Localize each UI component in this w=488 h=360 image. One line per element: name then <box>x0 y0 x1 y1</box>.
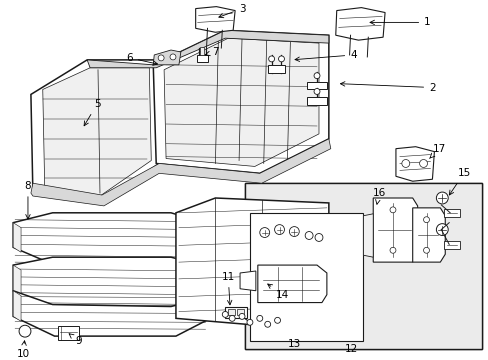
Circle shape <box>19 325 31 337</box>
Circle shape <box>264 321 270 327</box>
Text: 11: 11 <box>221 272 234 305</box>
Polygon shape <box>13 257 210 309</box>
Bar <box>306 97 326 105</box>
Polygon shape <box>164 38 318 166</box>
Circle shape <box>170 54 176 60</box>
Text: 12: 12 <box>344 344 357 354</box>
Text: 17: 17 <box>429 144 445 158</box>
Circle shape <box>239 314 244 319</box>
Circle shape <box>246 319 252 325</box>
Polygon shape <box>31 60 159 203</box>
Circle shape <box>274 225 284 234</box>
Text: 1: 1 <box>369 17 430 27</box>
Circle shape <box>256 315 262 321</box>
Bar <box>306 82 326 90</box>
Polygon shape <box>195 6 235 32</box>
Bar <box>249 213 363 341</box>
Polygon shape <box>395 147 433 181</box>
Text: 8: 8 <box>24 181 31 219</box>
Polygon shape <box>153 50 181 65</box>
Circle shape <box>313 73 319 78</box>
Circle shape <box>278 56 284 62</box>
Text: 14: 14 <box>267 284 288 300</box>
Text: 10: 10 <box>17 341 30 359</box>
Polygon shape <box>257 265 326 302</box>
Circle shape <box>389 207 395 213</box>
Polygon shape <box>42 68 151 196</box>
Bar <box>444 209 459 217</box>
Bar <box>267 65 285 73</box>
Text: 3: 3 <box>219 4 245 18</box>
Polygon shape <box>13 265 21 296</box>
Bar <box>237 310 244 315</box>
Text: 5: 5 <box>84 99 100 126</box>
Bar <box>244 183 481 349</box>
Bar <box>225 306 246 318</box>
Circle shape <box>259 228 269 238</box>
Circle shape <box>289 226 299 237</box>
Circle shape <box>435 224 447 235</box>
Polygon shape <box>13 213 210 265</box>
Text: 7: 7 <box>205 47 218 57</box>
Bar <box>444 242 459 249</box>
Bar <box>244 183 481 349</box>
Polygon shape <box>13 223 21 252</box>
Text: 15: 15 <box>448 168 469 195</box>
Circle shape <box>419 159 427 167</box>
Polygon shape <box>13 291 210 336</box>
Circle shape <box>229 315 235 321</box>
Bar <box>58 326 79 340</box>
Circle shape <box>314 234 322 242</box>
Polygon shape <box>372 198 417 262</box>
Circle shape <box>401 159 409 167</box>
Text: 6: 6 <box>126 53 157 65</box>
Circle shape <box>423 217 428 223</box>
Polygon shape <box>412 208 445 262</box>
Polygon shape <box>13 291 21 321</box>
Text: 2: 2 <box>340 82 435 93</box>
Circle shape <box>222 311 228 318</box>
Text: 16: 16 <box>372 188 385 204</box>
Circle shape <box>423 247 428 253</box>
Bar <box>196 55 207 62</box>
Circle shape <box>274 318 280 323</box>
Circle shape <box>268 56 274 62</box>
Bar <box>228 310 235 315</box>
Polygon shape <box>363 214 372 257</box>
Circle shape <box>389 247 395 253</box>
Text: 9: 9 <box>69 334 81 346</box>
Polygon shape <box>153 30 328 173</box>
Polygon shape <box>31 139 330 206</box>
Circle shape <box>313 89 319 94</box>
Bar <box>199 47 203 55</box>
Polygon shape <box>240 271 255 291</box>
Polygon shape <box>87 30 328 68</box>
Circle shape <box>435 192 447 204</box>
Polygon shape <box>335 8 384 40</box>
Circle shape <box>305 231 312 239</box>
Polygon shape <box>176 198 328 326</box>
Text: 13: 13 <box>287 339 300 349</box>
Text: 4: 4 <box>294 50 356 62</box>
Circle shape <box>158 55 164 61</box>
